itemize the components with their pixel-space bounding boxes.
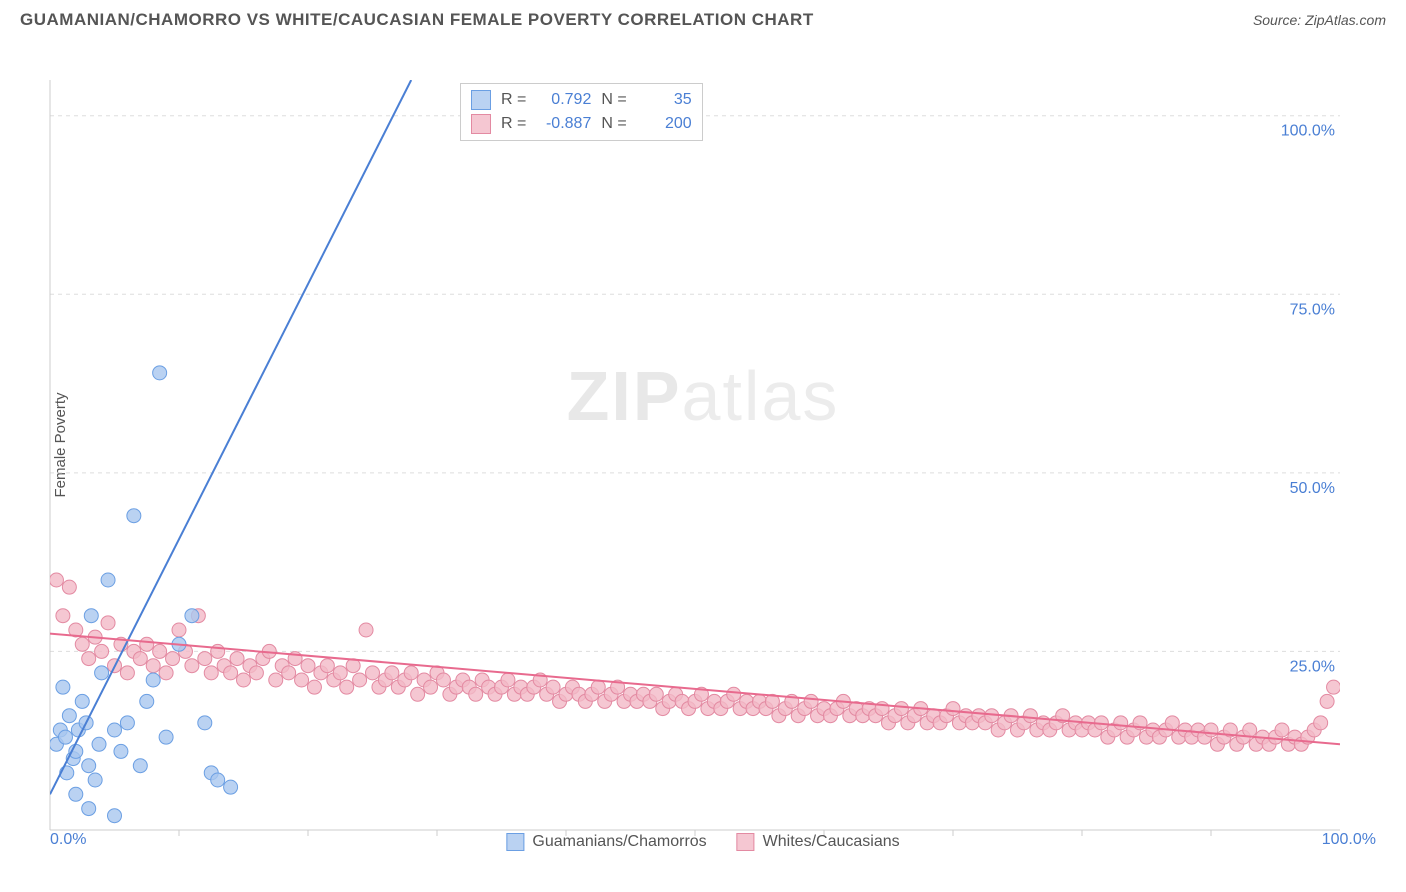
chart-container: Female Poverty ZIPatlas 25.0%50.0%75.0%1…: [0, 35, 1406, 855]
x-axis-min-label: 0.0%: [50, 831, 86, 849]
legend-swatch: [737, 833, 755, 851]
legend-swatch: [471, 114, 491, 134]
legend-swatch: [506, 833, 524, 851]
svg-text:50.0%: 50.0%: [1290, 480, 1335, 497]
correlation-row: R =-0.887N =200: [471, 112, 692, 136]
correlation-row: R =0.792N =35: [471, 88, 692, 112]
legend-label: Guamanians/Chamorros: [532, 833, 706, 851]
chart-svg: 25.0% 50.0% 75.0% 100.0%: [0, 35, 1406, 855]
legend-item: Guamanians/Chamorros: [506, 833, 706, 851]
svg-text:75.0%: 75.0%: [1290, 301, 1335, 318]
series-legend: Guamanians/Chamorros Whites/Caucasians: [506, 833, 899, 851]
svg-text:100.0%: 100.0%: [1281, 123, 1335, 140]
x-axis-max-label: 100.0%: [1322, 831, 1376, 849]
source-attribution: Source: ZipAtlas.com: [1253, 12, 1386, 28]
svg-text:25.0%: 25.0%: [1290, 658, 1335, 675]
chart-title: GUAMANIAN/CHAMORRO VS WHITE/CAUCASIAN FE…: [20, 10, 814, 30]
legend-item: Whites/Caucasians: [737, 833, 900, 851]
correlation-legend: R =0.792N =35R =-0.887N =200: [460, 83, 703, 141]
legend-swatch: [471, 90, 491, 110]
legend-label: Whites/Caucasians: [763, 833, 900, 851]
